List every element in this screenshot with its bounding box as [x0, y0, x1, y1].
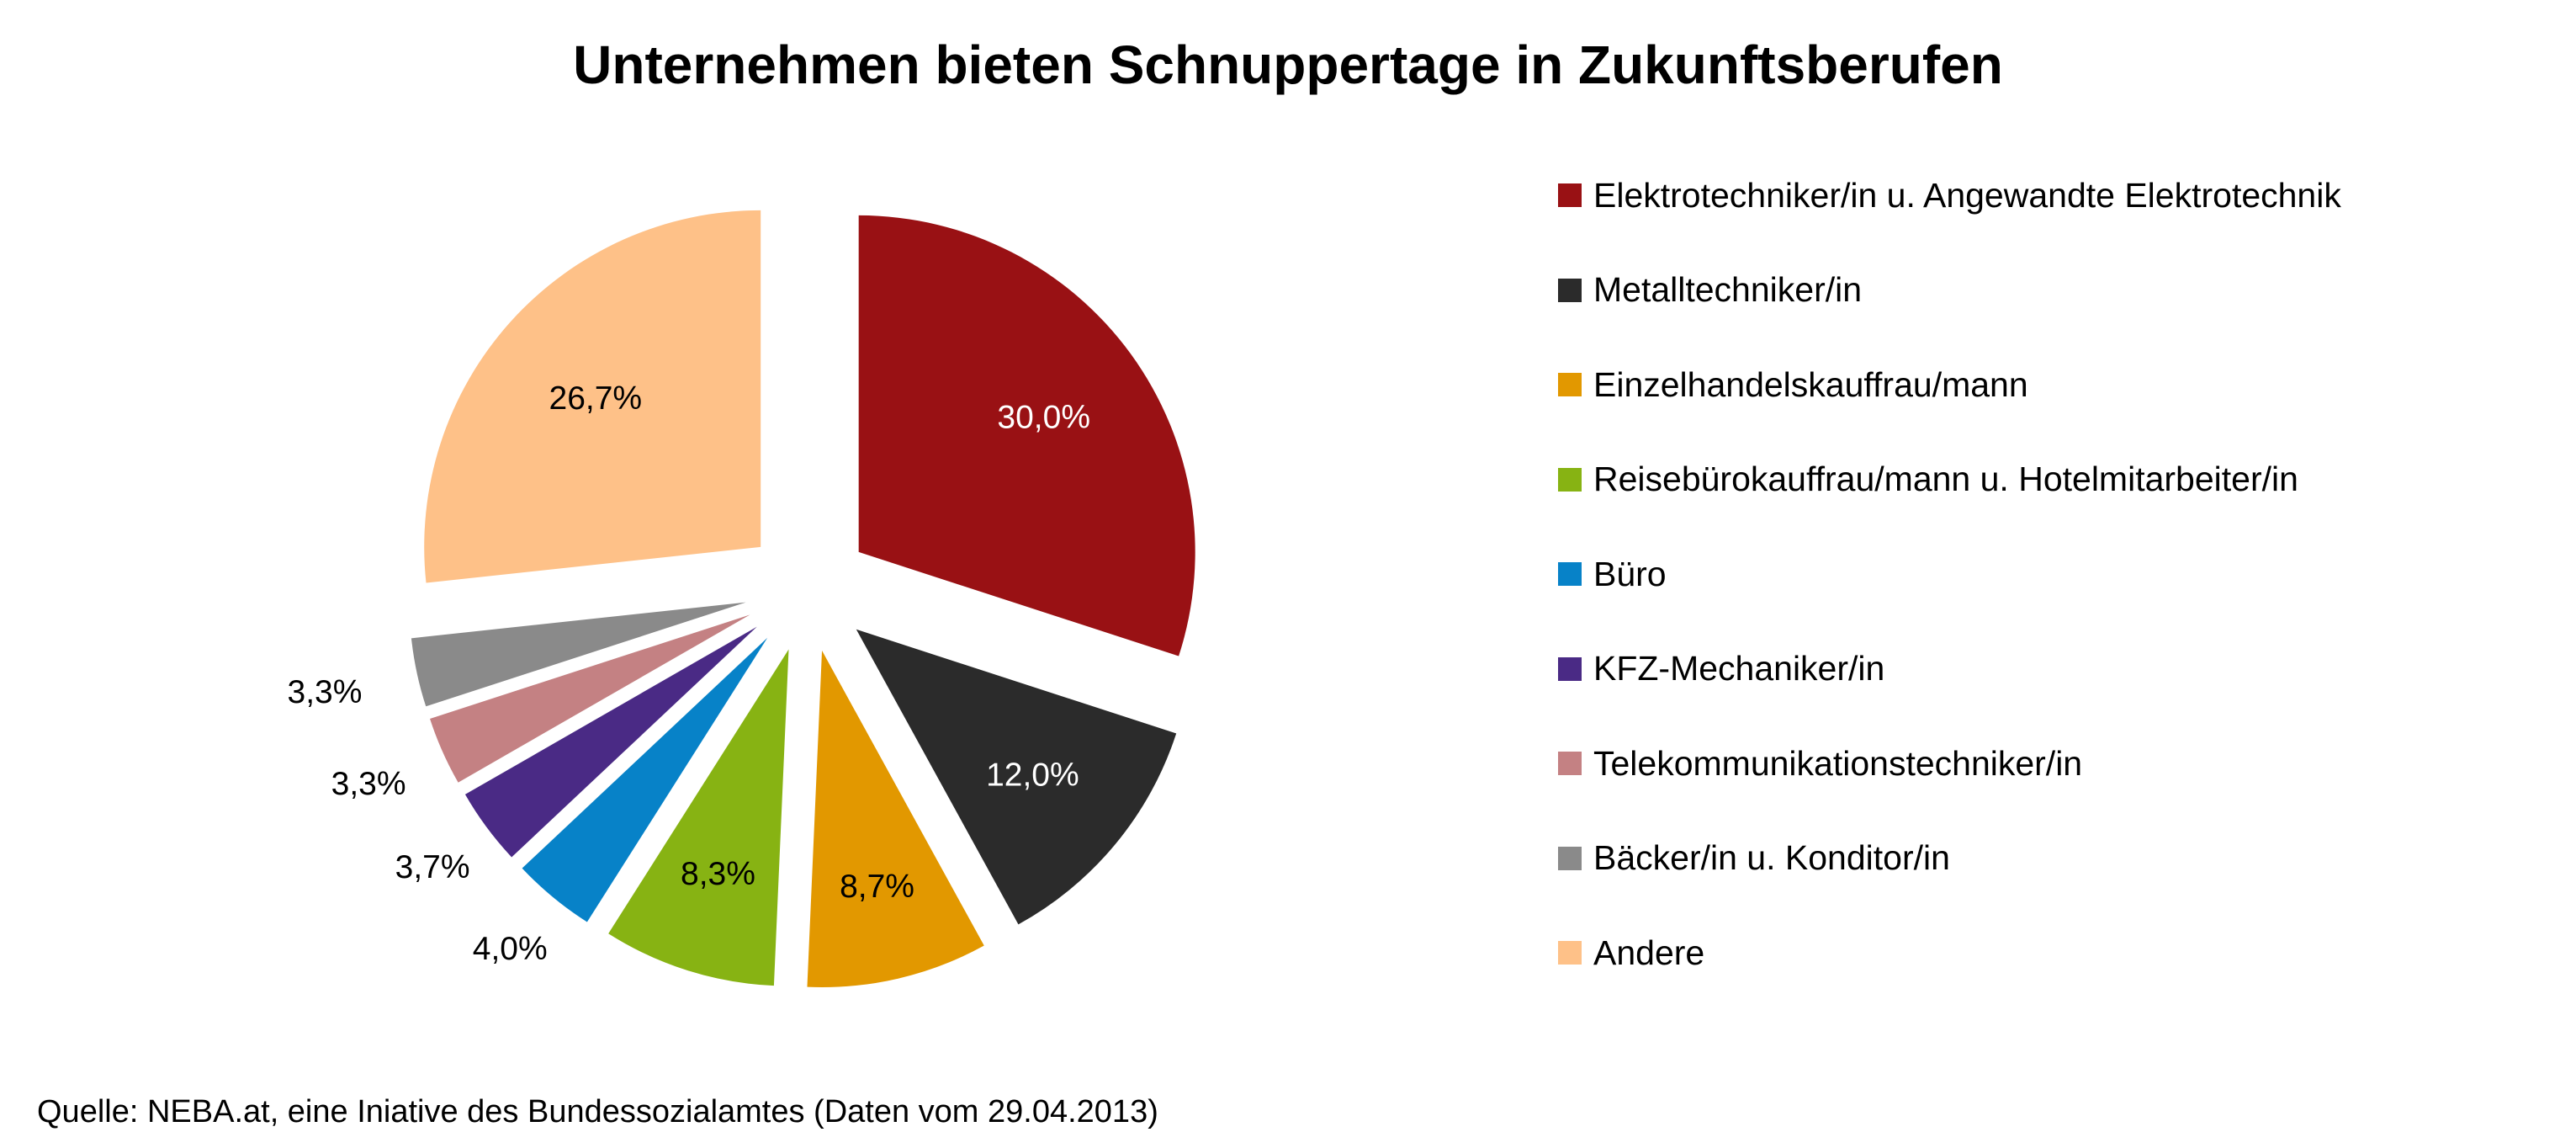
legend-label: Elektrotechniker/in u. Angewandte Elektr… [1593, 175, 2341, 215]
legend-label: Metalltechniker/in [1593, 270, 1863, 309]
legend-item: Metalltechniker/in [1558, 265, 1862, 316]
legend-swatch [1558, 373, 1582, 396]
legend-item: KFZ-Mechaniker/in [1558, 644, 1884, 694]
legend-label: Büro [1593, 554, 1667, 593]
chart-title: Unternehmen bieten Schnuppertage in Zuku… [573, 35, 2003, 95]
pie-slice [856, 629, 1177, 925]
legend-swatch [1558, 278, 1582, 302]
legend-item: Büro [1558, 549, 1667, 599]
legend-swatch [1558, 467, 1582, 492]
legend-swatch [1558, 562, 1582, 586]
pie-slice [411, 602, 746, 707]
slice-value-label: 3,3% [331, 766, 406, 802]
slice-value-label: 4,0% [473, 931, 548, 967]
legend-label: Einzelhandelskauffrau/mann [1593, 364, 2028, 404]
legend-label: Telekommunikationstechniker/in [1593, 743, 2083, 783]
legend-swatch [1558, 656, 1582, 681]
legend-label: Reisebürokauffrau/mann u. Hotelmitarbeit… [1593, 460, 2298, 498]
pie-slice [858, 215, 1195, 656]
slice-value-label: 8,7% [840, 869, 914, 905]
slice-value-label: 30,0% [997, 400, 1090, 436]
pie-slice [522, 637, 768, 922]
slice-value-label: 8,3% [681, 856, 755, 892]
pie-slice [464, 626, 757, 858]
legend-item: Telekommunikationstechniker/in [1558, 738, 2082, 789]
legend-label: Andere [1593, 933, 1705, 972]
slice-value-label: 3,7% [395, 849, 470, 885]
legend-item: Einzelhandelskauffrau/mann [1558, 359, 2028, 410]
legend-label: KFZ-Mechaniker/in [1593, 649, 1885, 688]
source-note: Quelle: NEBA.at, eine Iniative des Bunde… [37, 1094, 1158, 1129]
slice-value-label: 3,3% [288, 674, 363, 710]
legend-swatch [1558, 941, 1582, 965]
legend-item: Bäcker/in u. Konditor/in [1558, 833, 1950, 884]
legend-item: Elektrotechniker/in u. Angewandte Elektr… [1558, 170, 2341, 221]
legend-item: Andere [1558, 927, 1704, 978]
pie-slice [807, 651, 984, 988]
pie-slice [424, 210, 761, 583]
legend-item: Reisebürokauffrau/mann u. Hotelmitarbeit… [1558, 454, 2298, 505]
pie-slice [608, 649, 789, 986]
slice-value-label: 26,7% [549, 380, 643, 417]
pie-slice [430, 614, 750, 783]
slice-value-label: 12,0% [986, 757, 1079, 794]
legend-swatch [1558, 752, 1582, 775]
legend-swatch [1558, 846, 1582, 870]
legend-swatch [1558, 183, 1582, 207]
legend-label: Bäcker/in u. Konditor/in [1593, 838, 1950, 877]
